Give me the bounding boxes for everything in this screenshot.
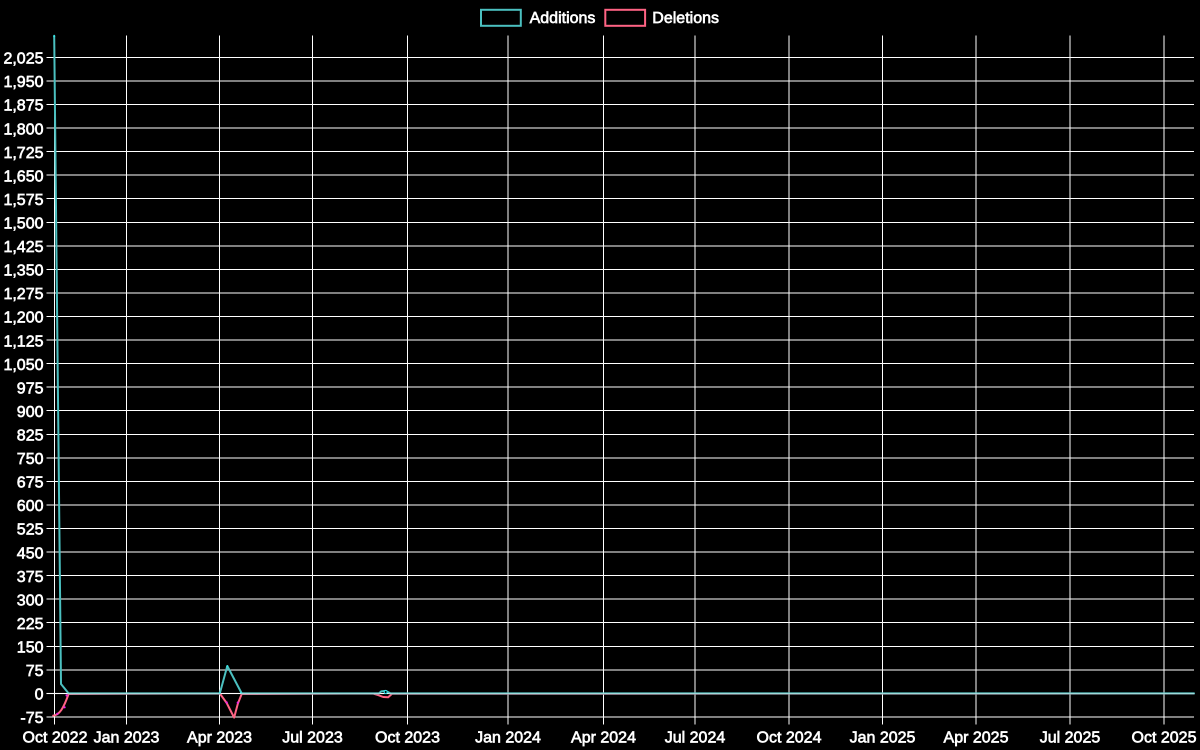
svg-text:Oct 2022: Oct 2022 bbox=[23, 730, 88, 747]
svg-text:Additions: Additions bbox=[530, 10, 596, 27]
svg-text:Oct 2025: Oct 2025 bbox=[1132, 730, 1197, 747]
svg-text:825: 825 bbox=[17, 428, 44, 445]
svg-text:750: 750 bbox=[17, 451, 44, 468]
svg-text:1,575: 1,575 bbox=[3, 192, 43, 209]
svg-text:1,950: 1,950 bbox=[3, 74, 43, 91]
svg-text:1,650: 1,650 bbox=[3, 168, 43, 185]
svg-text:Oct 2023: Oct 2023 bbox=[375, 730, 440, 747]
svg-text:1,800: 1,800 bbox=[3, 121, 43, 138]
svg-text:225: 225 bbox=[17, 616, 44, 633]
svg-text:450: 450 bbox=[17, 545, 44, 562]
svg-text:675: 675 bbox=[17, 475, 44, 492]
svg-text:150: 150 bbox=[17, 640, 44, 657]
svg-text:Apr 2023: Apr 2023 bbox=[187, 730, 252, 747]
svg-text:375: 375 bbox=[17, 569, 44, 586]
svg-text:1,725: 1,725 bbox=[3, 145, 43, 162]
svg-text:1,425: 1,425 bbox=[3, 239, 43, 256]
svg-text:Jan 2023: Jan 2023 bbox=[94, 730, 160, 747]
svg-text:Deletions: Deletions bbox=[652, 10, 719, 27]
svg-text:1,050: 1,050 bbox=[3, 357, 43, 374]
svg-text:-75: -75 bbox=[20, 710, 43, 727]
svg-text:1,875: 1,875 bbox=[3, 98, 43, 115]
svg-text:Jul 2023: Jul 2023 bbox=[282, 730, 343, 747]
svg-text:600: 600 bbox=[17, 498, 44, 515]
svg-text:Jul 2024: Jul 2024 bbox=[665, 730, 726, 747]
svg-text:900: 900 bbox=[17, 404, 44, 421]
svg-text:0: 0 bbox=[35, 687, 44, 704]
svg-text:525: 525 bbox=[17, 522, 44, 539]
svg-text:975: 975 bbox=[17, 380, 44, 397]
svg-text:Jul 2025: Jul 2025 bbox=[1040, 730, 1101, 747]
svg-text:Oct 2024: Oct 2024 bbox=[757, 730, 822, 747]
svg-text:1,275: 1,275 bbox=[3, 286, 43, 303]
svg-text:Jan 2024: Jan 2024 bbox=[475, 730, 541, 747]
svg-text:1,500: 1,500 bbox=[3, 216, 43, 233]
svg-text:1,125: 1,125 bbox=[3, 333, 43, 350]
svg-text:Apr 2024: Apr 2024 bbox=[571, 730, 636, 747]
svg-text:2,025: 2,025 bbox=[3, 51, 43, 68]
svg-text:75: 75 bbox=[26, 663, 44, 680]
svg-text:300: 300 bbox=[17, 592, 44, 609]
svg-text:Apr 2025: Apr 2025 bbox=[944, 730, 1009, 747]
svg-text:1,350: 1,350 bbox=[3, 263, 43, 280]
svg-text:Jan 2025: Jan 2025 bbox=[850, 730, 916, 747]
svg-text:1,200: 1,200 bbox=[3, 310, 43, 327]
